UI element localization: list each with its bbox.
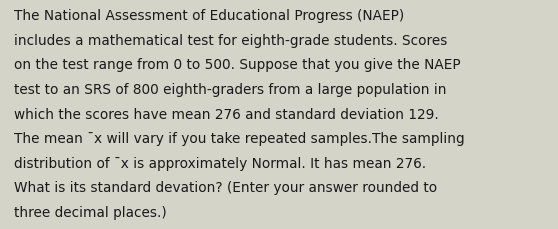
Text: which the scores have mean 276 and standard deviation 129.: which the scores have mean 276 and stand… [14,107,439,121]
Text: The mean ¯x will vary if you take repeated samples.The sampling: The mean ¯x will vary if you take repeat… [14,132,465,146]
Text: distribution of ¯x is approximately Normal. It has mean 276.: distribution of ¯x is approximately Norm… [14,156,426,170]
Text: three decimal places.): three decimal places.) [14,205,167,219]
Text: What is its standard devation? (Enter your answer rounded to: What is its standard devation? (Enter yo… [14,181,437,195]
Text: includes a mathematical test for eighth-grade students. Scores: includes a mathematical test for eighth-… [14,34,448,48]
Text: The National Assessment of Educational Progress (NAEP): The National Assessment of Educational P… [14,9,404,23]
Text: on the test range from 0 to 500. Suppose that you give the NAEP: on the test range from 0 to 500. Suppose… [14,58,460,72]
Text: test to an SRS of 800 eighth-graders from a large population in: test to an SRS of 800 eighth-graders fro… [14,83,446,97]
